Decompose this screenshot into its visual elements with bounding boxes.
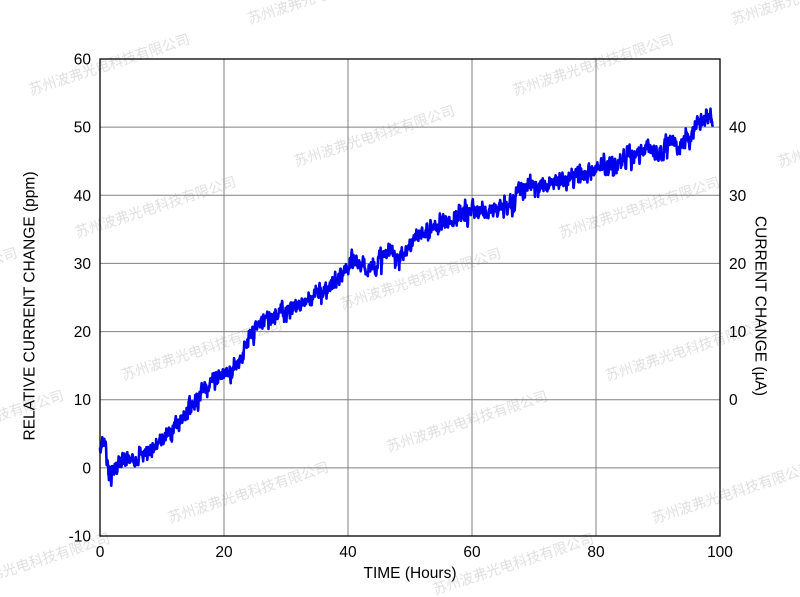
svg-text:30: 30 bbox=[74, 256, 92, 273]
svg-text:40: 40 bbox=[339, 544, 357, 561]
svg-text:100: 100 bbox=[707, 544, 733, 561]
svg-text:60: 60 bbox=[463, 544, 481, 561]
svg-text:60: 60 bbox=[74, 52, 92, 69]
svg-text:40: 40 bbox=[729, 120, 747, 137]
svg-text:20: 20 bbox=[74, 324, 92, 341]
svg-text:0: 0 bbox=[82, 460, 91, 477]
svg-text:0: 0 bbox=[96, 544, 105, 561]
svg-text:30: 30 bbox=[729, 188, 747, 205]
svg-text:50: 50 bbox=[74, 120, 92, 137]
svg-text:10: 10 bbox=[729, 324, 747, 341]
svg-text:0: 0 bbox=[729, 392, 738, 409]
svg-text:40: 40 bbox=[74, 188, 92, 205]
svg-text:20: 20 bbox=[215, 544, 233, 561]
svg-text:20: 20 bbox=[729, 256, 747, 273]
svg-text:10: 10 bbox=[74, 392, 92, 409]
svg-text:80: 80 bbox=[587, 544, 605, 561]
svg-text:-10: -10 bbox=[69, 529, 92, 546]
